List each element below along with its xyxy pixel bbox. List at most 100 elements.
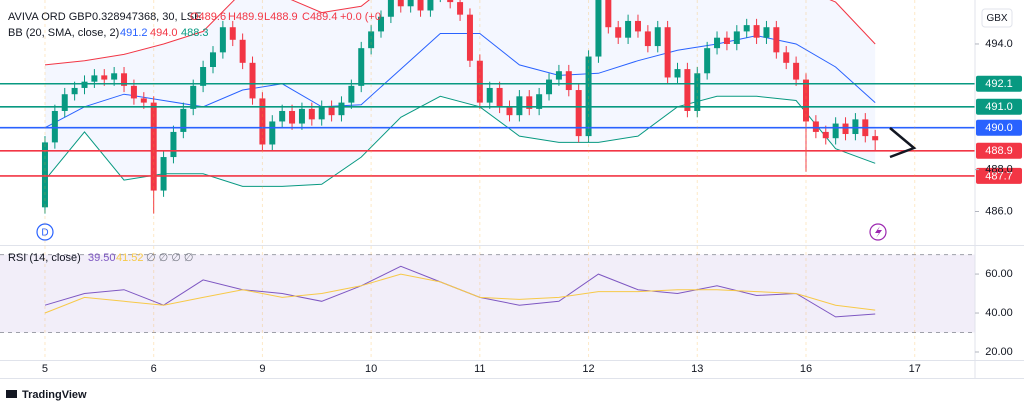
candle-body xyxy=(279,110,286,122)
x-tick-label: 12 xyxy=(582,363,594,375)
bb-lower-value: 488.3 xyxy=(181,27,209,39)
candle-body xyxy=(427,0,434,11)
y-tick-label: 494.0 xyxy=(985,38,1013,50)
overlay: 492.1 491.0 490.0 488.9 487.7 xyxy=(0,75,1022,184)
rsi-band-fill xyxy=(0,254,975,333)
candle-body xyxy=(783,52,790,63)
candle-body xyxy=(130,85,137,99)
x-tick-label: 10 xyxy=(365,363,377,375)
x-tick-label: 13 xyxy=(691,363,703,375)
candle-body xyxy=(773,27,780,53)
candle-body xyxy=(842,123,849,135)
candle-body xyxy=(91,75,98,82)
candle-body xyxy=(605,0,612,28)
symbol-title: AVIVA ORD GBP0.328947368, 30, LSE xyxy=(8,11,201,23)
candle-body xyxy=(526,96,533,109)
ohlc-change: +0.0 (+0 xyxy=(340,11,381,23)
level-label-box xyxy=(976,98,1022,115)
candle-body xyxy=(101,75,108,80)
candle-body xyxy=(516,96,523,116)
candle-body xyxy=(229,27,236,40)
bb-basis-value: 491.2 xyxy=(120,27,148,39)
candle-body xyxy=(832,123,839,139)
candle-body xyxy=(308,108,315,120)
candle-body xyxy=(447,0,454,3)
candle-body xyxy=(407,0,414,7)
candle-body xyxy=(714,37,721,49)
candle-body xyxy=(466,14,473,61)
candle-body xyxy=(289,110,296,124)
candle-body xyxy=(269,121,276,145)
candle-body xyxy=(249,62,256,99)
candle-body xyxy=(378,16,385,32)
candle-body xyxy=(753,25,760,38)
bb-upper xyxy=(44,0,876,66)
x-tick-label: 5 xyxy=(42,363,48,375)
candle-body xyxy=(160,157,167,191)
candle-body xyxy=(644,31,651,47)
candle-body xyxy=(625,20,632,38)
candle-body xyxy=(180,108,187,132)
candle-body xyxy=(674,69,681,78)
candle-body xyxy=(555,71,562,80)
candle-body xyxy=(575,90,582,137)
candle-body xyxy=(190,85,197,109)
candle-body xyxy=(328,106,335,116)
candle-body xyxy=(704,48,711,74)
candle-body xyxy=(565,71,572,91)
rsi-extra: ∅ ∅ ∅ ∅ xyxy=(146,252,194,264)
x-tick-label: 9 xyxy=(259,363,265,375)
candle-body xyxy=(822,131,829,139)
currency: GBX xyxy=(986,13,1007,24)
y-tick-label: 40.00 xyxy=(985,307,1013,319)
candle-body xyxy=(209,52,216,68)
candle-body xyxy=(694,73,701,111)
candle-body xyxy=(51,110,58,143)
lightning xyxy=(875,226,882,238)
candle-body xyxy=(111,73,118,80)
candle-body xyxy=(476,60,483,103)
candle-body xyxy=(763,27,770,38)
candle-body xyxy=(536,94,543,109)
candle-body xyxy=(338,102,345,116)
rsi-ma-line xyxy=(44,273,876,314)
candle-body xyxy=(318,106,325,120)
ohlc-open: O489.6 xyxy=(190,11,226,23)
level-label: 492.1 xyxy=(985,78,1013,90)
candle-body xyxy=(140,98,147,103)
candle-body xyxy=(239,39,246,63)
bb-lower xyxy=(44,95,876,187)
candle-body xyxy=(723,37,730,44)
candle-body xyxy=(417,0,424,11)
candle-body xyxy=(486,87,493,103)
candle-body xyxy=(457,2,464,15)
y-tick-label: 488.0 xyxy=(985,164,1013,176)
candle-body xyxy=(802,79,809,122)
y-tick-label: 60.00 xyxy=(985,268,1013,280)
arrow-annotation xyxy=(889,127,917,159)
level-label-box xyxy=(976,167,1022,184)
logo: TradingView xyxy=(22,389,87,401)
x-tick-label: 6 xyxy=(151,363,157,375)
ohlc-high: H489.9 xyxy=(228,11,263,23)
candle-body xyxy=(506,106,513,116)
candle-body xyxy=(298,108,305,124)
candle-body xyxy=(259,98,266,145)
currency-box[interactable] xyxy=(981,8,1013,28)
bb-title: BB (20, SMA, close, 2) xyxy=(8,27,119,39)
candle-body xyxy=(743,25,750,32)
candle-body xyxy=(872,136,879,141)
price-pane xyxy=(41,0,879,214)
candle-body xyxy=(546,79,553,95)
candle-body xyxy=(200,67,207,86)
level-label: 488.9 xyxy=(985,145,1013,157)
candle-body xyxy=(496,87,503,107)
candle-body xyxy=(615,27,622,38)
logo-mark xyxy=(6,390,17,398)
rsi-title: RSI (14, close) xyxy=(8,252,81,264)
dividend-marker[interactable] xyxy=(36,223,54,241)
candle-body xyxy=(812,121,819,132)
y-tick-label: 486.0 xyxy=(985,205,1013,217)
